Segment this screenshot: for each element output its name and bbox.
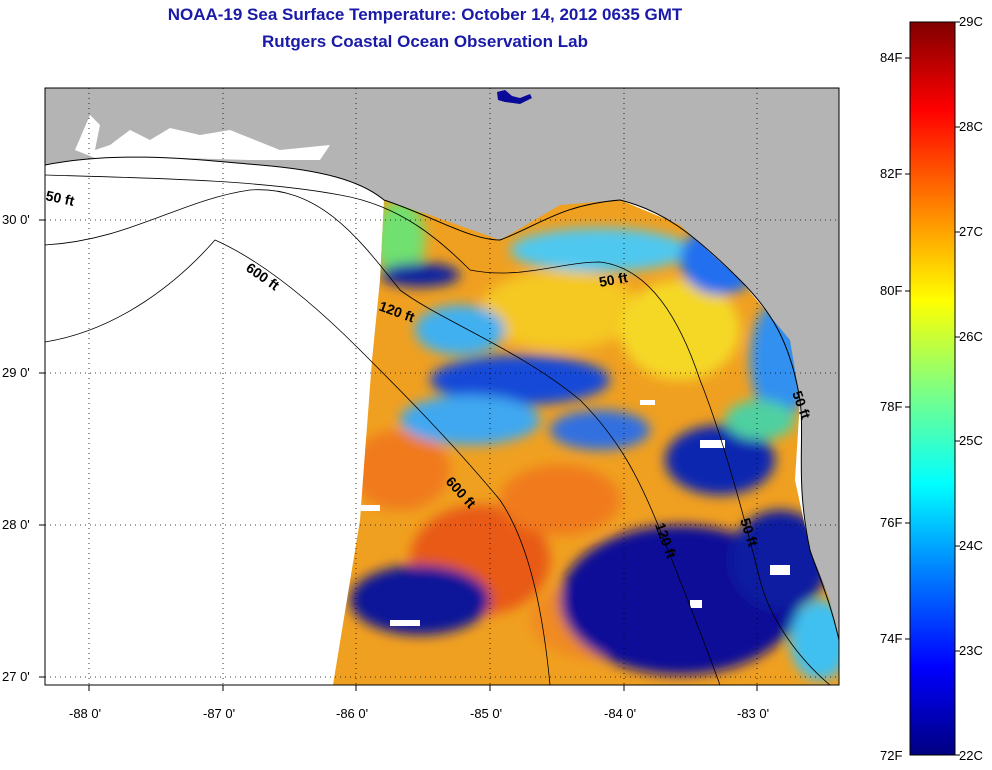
lon-label: -83 0' xyxy=(737,706,770,721)
lat-label: 27 0' xyxy=(2,669,30,684)
lon-label: -85 0' xyxy=(470,706,503,721)
colorbar-label-f: 78F xyxy=(880,399,903,414)
lon-label: -84 0' xyxy=(604,706,637,721)
contour-label: 50 ft xyxy=(44,187,76,209)
colorbar-label-c: 23C xyxy=(959,643,983,658)
lon-label: -87 0' xyxy=(203,706,236,721)
map-title: NOAA-19 Sea Surface Temperature: October… xyxy=(167,5,683,24)
coastline xyxy=(45,156,839,641)
lon-label: -88 0' xyxy=(69,706,102,721)
colorbar-label-c: 22C xyxy=(959,748,983,763)
colorbar-ticks xyxy=(905,21,960,756)
colorbar-label-f: 80F xyxy=(880,283,903,298)
plot-frame xyxy=(44,87,840,686)
isobath-120ft xyxy=(45,189,721,685)
lat-label: 28 0' xyxy=(2,517,30,532)
colorbar-label-f: 74F xyxy=(880,631,903,646)
colorbar-label-c: 25C xyxy=(959,433,983,448)
lat-label: 29 0' xyxy=(2,365,30,380)
colorbar-label-f: 76F xyxy=(880,515,903,530)
colorbar-label-f: 82F xyxy=(880,166,903,181)
pensacola-bay xyxy=(75,115,330,160)
colorbar-label-c: 28C xyxy=(959,119,983,134)
colorbar-label-f: 84F xyxy=(880,50,903,65)
lat-label: 30 0' xyxy=(2,212,30,227)
colorbar-label-f: 72F xyxy=(880,748,903,763)
colorbar-label-c: 29C xyxy=(959,14,983,29)
isobath-50ft xyxy=(45,174,831,685)
isobath-600ft xyxy=(45,239,551,685)
tick-marks xyxy=(39,219,758,691)
lon-label: -86 0' xyxy=(336,706,369,721)
colorbar xyxy=(909,21,956,756)
colorbar-label-c: 27C xyxy=(959,224,983,239)
lake xyxy=(497,90,532,104)
colorbar-label-c: 24C xyxy=(959,538,983,553)
colorbar-label-c: 26C xyxy=(959,329,983,344)
contour-label: 50 ft xyxy=(598,269,629,290)
map-subtitle: Rutgers Coastal Ocean Observation Lab xyxy=(262,32,588,51)
